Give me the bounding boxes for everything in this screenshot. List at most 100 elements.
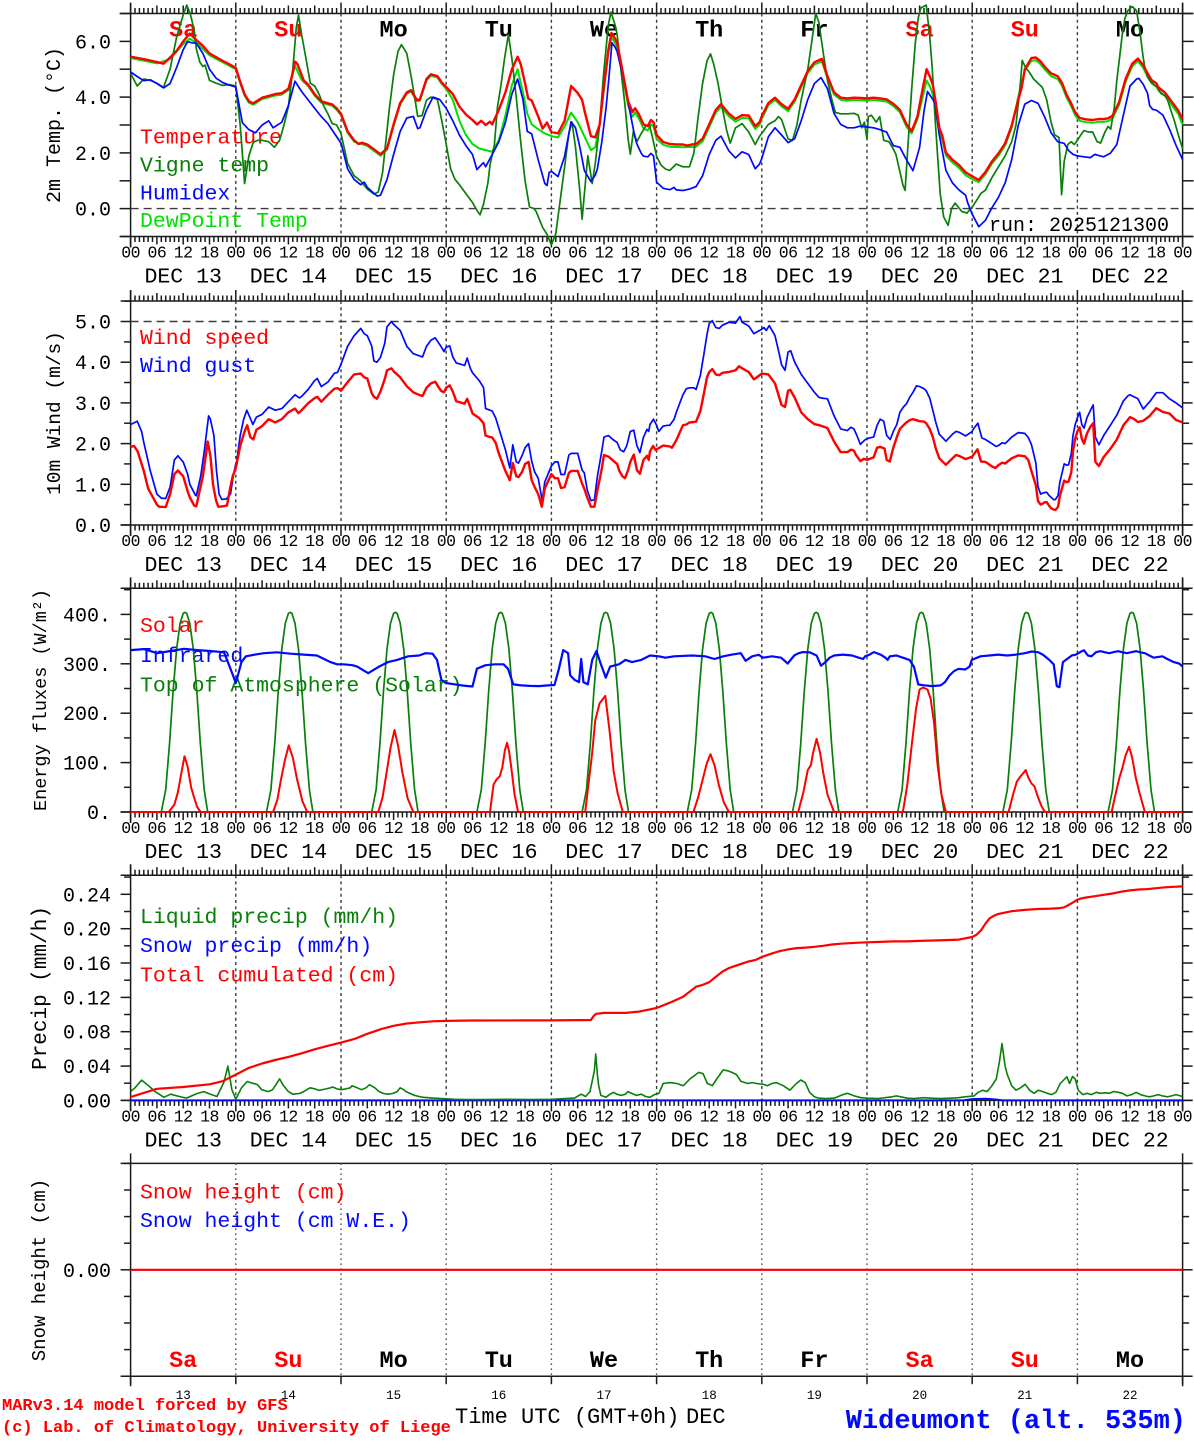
- svg-text:DEC 15: DEC 15: [355, 266, 432, 290]
- svg-text:00: 00: [858, 244, 877, 263]
- svg-text:12: 12: [279, 244, 298, 263]
- svg-text:MARv3.14 model forced by GFS: MARv3.14 model forced by GFS: [2, 1397, 288, 1416]
- svg-text:06: 06: [1094, 532, 1113, 551]
- svg-text:DEC 21: DEC 21: [986, 841, 1063, 865]
- svg-text:00: 00: [858, 532, 877, 551]
- svg-text:06: 06: [253, 532, 272, 551]
- svg-text:Snow precip (mm/h): Snow precip (mm/h): [140, 935, 372, 959]
- svg-text:DEC 17: DEC 17: [565, 841, 642, 865]
- svg-text:00: 00: [121, 819, 140, 838]
- svg-text:Energy fluxes (W/m²): Energy fluxes (W/m²): [31, 589, 52, 811]
- svg-text:00: 00: [752, 532, 771, 551]
- svg-text:18: 18: [726, 244, 745, 263]
- svg-text:18: 18: [516, 532, 535, 551]
- svg-text:06: 06: [884, 532, 903, 551]
- svg-text:0.: 0.: [87, 803, 111, 826]
- svg-text:00: 00: [752, 1107, 771, 1126]
- svg-text:06: 06: [568, 532, 587, 551]
- svg-text:00: 00: [1173, 244, 1192, 263]
- svg-text:12: 12: [805, 819, 824, 838]
- svg-text:2m Temp. (°C): 2m Temp. (°C): [44, 47, 67, 203]
- svg-text:12: 12: [700, 819, 719, 838]
- svg-text:Wind speed: Wind speed: [140, 327, 269, 351]
- svg-text:Su: Su: [274, 1348, 302, 1375]
- svg-text:00: 00: [437, 244, 456, 263]
- svg-text:Wind gust: Wind gust: [140, 355, 256, 379]
- svg-text:18: 18: [831, 532, 850, 551]
- svg-text:12: 12: [700, 1107, 719, 1126]
- svg-text:12: 12: [279, 1107, 298, 1126]
- svg-text:06: 06: [147, 532, 166, 551]
- svg-text:DEC 14: DEC 14: [250, 554, 327, 578]
- svg-text:00: 00: [226, 244, 245, 263]
- svg-text:Infrared: Infrared: [140, 645, 243, 669]
- svg-text:00: 00: [752, 244, 771, 263]
- svg-text:Mo: Mo: [1116, 1348, 1144, 1375]
- svg-text:12: 12: [489, 1107, 508, 1126]
- svg-text:12: 12: [700, 244, 719, 263]
- svg-text:12: 12: [174, 244, 193, 263]
- svg-text:18: 18: [305, 819, 324, 838]
- svg-text:18: 18: [410, 532, 429, 551]
- svg-text:DEC 13: DEC 13: [144, 554, 221, 578]
- svg-text:18: 18: [516, 244, 535, 263]
- svg-text:2.0: 2.0: [75, 435, 111, 458]
- svg-text:DEC 22: DEC 22: [1091, 841, 1168, 865]
- svg-text:18: 18: [936, 819, 955, 838]
- svg-text:DewPoint Temp: DewPoint Temp: [140, 210, 308, 234]
- svg-text:12: 12: [595, 532, 614, 551]
- svg-text:06: 06: [673, 244, 692, 263]
- svg-text:06: 06: [463, 1107, 482, 1126]
- svg-text:18: 18: [200, 819, 219, 838]
- svg-text:DEC 18: DEC 18: [670, 841, 747, 865]
- svg-text:200.: 200.: [63, 704, 111, 727]
- svg-text:DEC 21: DEC 21: [986, 1129, 1063, 1153]
- svg-text:18: 18: [410, 244, 429, 263]
- svg-text:0.08: 0.08: [63, 1023, 111, 1046]
- svg-text:12: 12: [1121, 244, 1140, 263]
- svg-text:18: 18: [200, 244, 219, 263]
- svg-text:12: 12: [595, 244, 614, 263]
- svg-text:Wideumont (alt. 535m): Wideumont (alt. 535m): [846, 1407, 1186, 1437]
- svg-text:DEC 18: DEC 18: [670, 266, 747, 290]
- svg-text:12: 12: [1015, 244, 1034, 263]
- svg-text:00: 00: [437, 1107, 456, 1126]
- svg-text:12: 12: [910, 819, 929, 838]
- svg-text:100.: 100.: [63, 754, 111, 777]
- svg-text:00: 00: [226, 532, 245, 551]
- svg-text:12: 12: [595, 819, 614, 838]
- svg-text:Th: Th: [695, 1348, 723, 1375]
- svg-text:00: 00: [437, 532, 456, 551]
- svg-text:12: 12: [384, 532, 403, 551]
- svg-text:00: 00: [963, 532, 982, 551]
- svg-text:00: 00: [858, 1107, 877, 1126]
- svg-text:21: 21: [1017, 1389, 1032, 1403]
- svg-text:Solar: Solar: [140, 615, 205, 639]
- svg-text:18: 18: [200, 532, 219, 551]
- svg-text:1.0: 1.0: [75, 475, 111, 498]
- svg-text:06: 06: [463, 244, 482, 263]
- svg-text:00: 00: [647, 244, 666, 263]
- svg-text:DEC 21: DEC 21: [986, 266, 1063, 290]
- svg-text:12: 12: [489, 532, 508, 551]
- svg-text:00: 00: [226, 1107, 245, 1126]
- svg-text:06: 06: [779, 244, 798, 263]
- svg-text:18: 18: [621, 819, 640, 838]
- svg-text:0.16: 0.16: [63, 954, 111, 977]
- svg-text:06: 06: [673, 819, 692, 838]
- svg-text:Th: Th: [695, 18, 723, 45]
- svg-text:DEC: DEC: [686, 1405, 726, 1430]
- svg-text:00: 00: [963, 1107, 982, 1126]
- svg-text:18: 18: [831, 819, 850, 838]
- svg-text:17: 17: [596, 1389, 611, 1403]
- svg-text:18: 18: [410, 1107, 429, 1126]
- svg-text:06: 06: [147, 244, 166, 263]
- svg-text:06: 06: [779, 1107, 798, 1126]
- svg-text:12: 12: [1121, 819, 1140, 838]
- svg-text:DEC 18: DEC 18: [670, 1129, 747, 1153]
- svg-text:00: 00: [542, 1107, 561, 1126]
- svg-text:00: 00: [226, 819, 245, 838]
- svg-text:4.0: 4.0: [75, 88, 111, 111]
- svg-text:Liquid precip (mm/h): Liquid precip (mm/h): [140, 906, 398, 930]
- svg-text:DEC 14: DEC 14: [250, 841, 327, 865]
